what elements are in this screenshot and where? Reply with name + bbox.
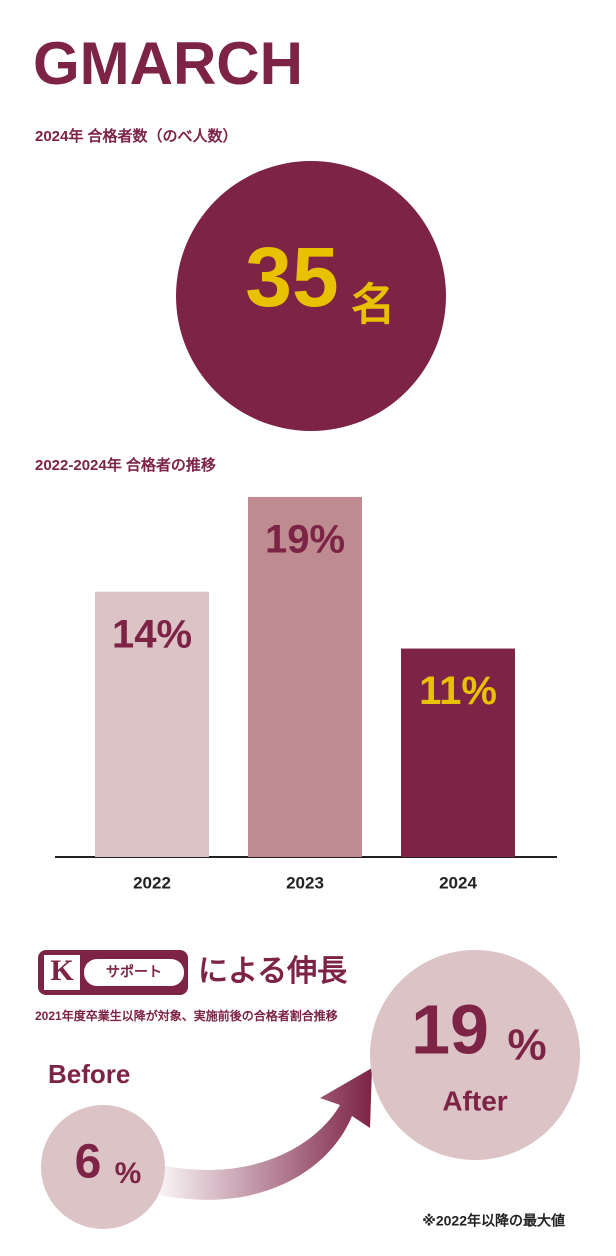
x-tick-label: 2022 (133, 873, 171, 892)
support-note: 2021年度卒業生以降が対象、実施前後の合格者割合推移 (35, 1008, 338, 1023)
badge-letter: K (50, 954, 74, 987)
before-unit: % (115, 1157, 142, 1190)
summary-unit: 名 (351, 281, 395, 330)
badge-letter-box (44, 955, 80, 990)
bar-value-label: 11% (419, 669, 497, 713)
x-tick-label: 2024 (439, 873, 477, 892)
bar (248, 496, 362, 857)
after-label: After (442, 1085, 507, 1116)
support-heading: による伸長 (198, 955, 348, 988)
after-circle (370, 950, 580, 1160)
support-badge: K サポート (38, 950, 188, 995)
summary-label: 2024年 合格者数（のべ人数） (35, 127, 238, 145)
after-unit: % (507, 1021, 546, 1070)
badge-text: サポート (106, 964, 162, 980)
growth-arrow (160, 1068, 372, 1200)
before-circle (41, 1105, 165, 1229)
page-title: GMARCH (33, 30, 303, 97)
footnote: ※2022年以降の最大値 (422, 1213, 565, 1229)
summary-circle (176, 161, 446, 431)
chart-title: 2022-2024年 合格者の推移 (35, 456, 216, 474)
bar-value-label: 19% (265, 518, 345, 562)
summary-value: 35 (245, 230, 338, 324)
bar (95, 591, 209, 857)
badge-pill (84, 959, 184, 986)
bar (401, 648, 515, 857)
x-tick-label: 2023 (286, 873, 324, 892)
before-label: Before (48, 1059, 130, 1089)
before-value: 6 (75, 1136, 102, 1189)
after-value: 19 (411, 990, 489, 1068)
bar-value-label: 14% (112, 612, 192, 656)
